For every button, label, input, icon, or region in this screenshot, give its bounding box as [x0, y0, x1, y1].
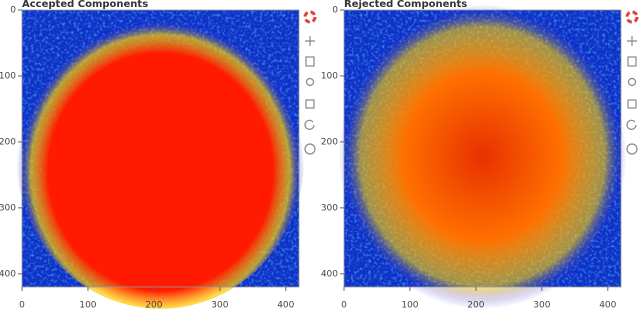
y-tick-label: 200 [0, 137, 16, 147]
y-tick-label: 300 [0, 203, 16, 213]
plot-frame [21, 9, 300, 288]
x-tick-label: 0 [341, 301, 347, 311]
y-tick-label: 300 [321, 203, 338, 213]
chart-title: Rejected Components [344, 0, 467, 10]
y-tick-label: 400 [321, 269, 338, 279]
y-tick-label: 400 [0, 269, 16, 279]
plot-frame [343, 9, 622, 288]
y-tick-label: 100 [0, 71, 16, 81]
box-zoom-tool[interactable] [627, 56, 637, 67]
x-tick-label: 400 [277, 301, 294, 311]
x-tick-label: 400 [599, 301, 616, 311]
y-tick-label: 100 [321, 71, 338, 81]
toolbar [625, 10, 639, 155]
wheel-zoom-tool[interactable] [305, 77, 315, 87]
help-tool[interactable] [304, 143, 316, 155]
y-tick-label: 0 [10, 6, 16, 16]
x-tick-label: 300 [211, 301, 228, 311]
image-region [338, 4, 627, 309]
x-tick-label: 200 [145, 301, 162, 311]
chart-title: Accepted Components [22, 0, 148, 10]
x-tick-label: 100 [401, 301, 418, 311]
box-zoom-tool[interactable] [305, 56, 315, 67]
help-tool[interactable] [626, 143, 638, 155]
bokeh-logo[interactable] [303, 10, 317, 24]
save-tool[interactable] [305, 99, 315, 109]
y-tick-label: 200 [321, 137, 338, 147]
bokeh-logo[interactable] [625, 10, 639, 24]
pan-tool[interactable] [627, 36, 637, 46]
wheel-zoom-tool[interactable] [627, 77, 637, 87]
x-tick-label: 100 [79, 301, 96, 311]
toolbar [303, 10, 317, 155]
reset-tool[interactable] [304, 119, 315, 130]
pan-tool[interactable] [305, 36, 315, 46]
image-region [16, 4, 305, 309]
toolbars [303, 10, 639, 155]
y-tick-label: 0 [332, 6, 338, 16]
x-tick-label: 300 [533, 301, 550, 311]
reset-tool[interactable] [626, 119, 637, 130]
x-tick-label: 0 [19, 301, 25, 311]
x-tick-label: 200 [467, 301, 484, 311]
save-tool[interactable] [627, 99, 637, 109]
